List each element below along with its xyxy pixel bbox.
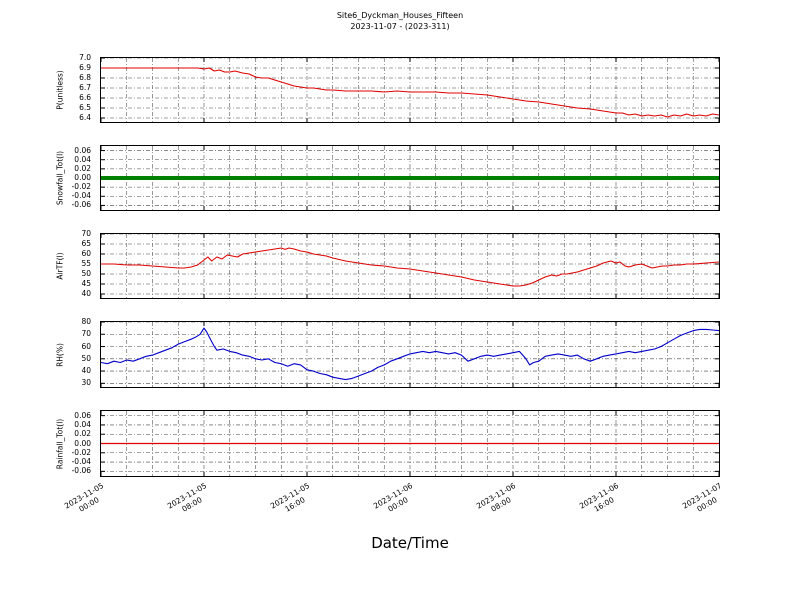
y-tick-label: -0.06 [71, 466, 91, 476]
y-tick-label: 6.5 [79, 103, 91, 112]
plot-area [100, 321, 720, 388]
y-tick-labels: 30 40 50 60 70 80 [0, 317, 96, 388]
plot-area [100, 233, 720, 299]
y-tick-label: 70 [81, 229, 91, 238]
x-tick-label: 2023-11-06 08:00 [475, 481, 523, 520]
y-tick-label: 60 [81, 341, 91, 351]
chart-canvas [101, 411, 719, 476]
subplot-rh: RH(%) 30 40 50 60 70 80 [0, 317, 800, 388]
y-tick-label: 0.02 [74, 429, 91, 439]
chart-canvas [101, 322, 719, 387]
y-tick-label: -0.04 [71, 191, 91, 201]
y-tick-label: 0.04 [74, 419, 91, 429]
y-tick-label: 6.6 [79, 93, 91, 102]
y-tick-label: 6.9 [79, 63, 91, 72]
y-tick-label: -0.06 [71, 200, 91, 210]
subplot-snowfall-tot: Snowfall_Tot(l) -0.06 -0.04 -0.02 0.00 0.02 0… [0, 145, 800, 211]
plot-area [100, 57, 720, 123]
y-tick-label: 6.4 [79, 113, 91, 122]
y-tick-label: 45 [81, 279, 91, 288]
subplot-rainfall-tot: Rainfall_Tot(l) -0.06 -0.04 -0.02 0.00 0.02 0… [0, 410, 800, 477]
y-tick-label: 50 [81, 269, 91, 278]
subplot-airtf: AirTF(l) 40 45 50 55 60 65 70 [0, 229, 800, 299]
x-tick-label: 2023-11-06 00:00 [372, 481, 420, 520]
y-tick-label: 0.06 [74, 145, 91, 155]
y-tick-label: 80 [81, 317, 91, 326]
x-tick-labels: 2023-11-05 00:00 2023-11-05 08:00 2023-11-05… [0, 477, 800, 537]
y-tick-labels: -0.06 -0.04 -0.02 0.00 0.02 0.04 0.06 [0, 145, 96, 211]
chart-canvas [101, 234, 719, 298]
y-tick-label: 7.0 [79, 53, 91, 62]
y-tick-labels: -0.06 -0.04 -0.02 0.00 0.02 0.04 0.06 [0, 410, 96, 477]
y-tick-label: -0.02 [71, 182, 91, 192]
y-tick-label: 60 [81, 249, 91, 258]
y-tick-label: 0.02 [74, 163, 91, 173]
y-tick-label: 50 [81, 353, 91, 363]
y-tick-label: 65 [81, 239, 91, 248]
chart-canvas [101, 58, 719, 122]
y-tick-label: 6.8 [79, 73, 91, 82]
plot-area [100, 145, 720, 211]
y-tick-label: 0.00 [74, 173, 91, 182]
plot-area [100, 410, 720, 477]
x-tick-label: 2023-11-05 08:00 [166, 481, 214, 520]
x-tick-label: 2023-11-07 00:00 [681, 481, 729, 520]
subplot-p-unitless: P(unitless) 6.4 6.5 6.6 6.7 6.8 6.9 7.0 [0, 53, 800, 123]
y-tick-labels: 6.4 6.5 6.6 6.7 6.8 6.9 7.0 [0, 53, 96, 123]
y-tick-label: 40 [81, 289, 91, 298]
y-tick-label: -0.02 [71, 447, 91, 457]
x-tick-label: 2023-11-05 00:00 [63, 481, 111, 520]
y-tick-label: 30 [81, 378, 91, 388]
chart-title: Site6_Dyckman_Houses_Fifteen 2023-11-07 … [90, 11, 710, 33]
y-tick-label: 0.06 [74, 410, 91, 420]
y-tick-label: 0.00 [74, 438, 91, 448]
y-tick-labels: 40 45 50 55 60 65 70 [0, 229, 96, 299]
x-tick-label: 2023-11-05 16:00 [269, 481, 317, 520]
y-tick-label: 55 [81, 259, 91, 268]
x-tick-label: 2023-11-06 16:00 [578, 481, 626, 520]
x-axis-label: Date/Time [371, 534, 449, 552]
y-tick-label: 0.04 [74, 154, 91, 164]
y-tick-label: -0.04 [71, 457, 91, 467]
chart-title-line2: 2023-11-07 - (2023-311) [350, 21, 450, 31]
y-tick-label: 6.7 [79, 83, 91, 92]
chart-canvas [101, 146, 719, 210]
chart-title-line1: Site6_Dyckman_Houses_Fifteen [336, 11, 464, 20]
y-tick-label: 70 [81, 329, 91, 339]
y-tick-label: 40 [81, 366, 91, 376]
